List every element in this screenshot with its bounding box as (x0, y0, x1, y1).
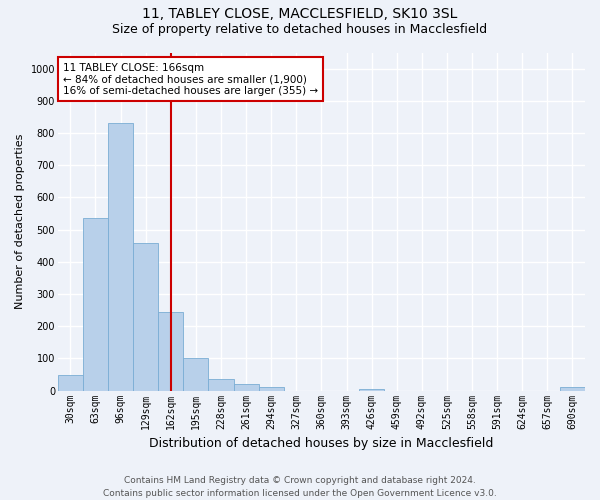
X-axis label: Distribution of detached houses by size in Macclesfield: Distribution of detached houses by size … (149, 437, 494, 450)
Text: Contains HM Land Registry data © Crown copyright and database right 2024.
Contai: Contains HM Land Registry data © Crown c… (103, 476, 497, 498)
Text: 11, TABLEY CLOSE, MACCLESFIELD, SK10 3SL: 11, TABLEY CLOSE, MACCLESFIELD, SK10 3SL (142, 8, 458, 22)
Bar (108, 124, 133, 390)
Bar (359, 389, 384, 390)
Bar (259, 388, 284, 390)
Text: 11 TABLEY CLOSE: 166sqm
← 84% of detached houses are smaller (1,900)
16% of semi: 11 TABLEY CLOSE: 166sqm ← 84% of detache… (63, 62, 318, 96)
Bar (184, 358, 208, 390)
Bar (158, 312, 184, 390)
Bar (83, 218, 108, 390)
Bar (208, 380, 233, 390)
Bar (560, 388, 585, 390)
Bar (233, 384, 259, 390)
Bar (133, 242, 158, 390)
Y-axis label: Number of detached properties: Number of detached properties (15, 134, 25, 310)
Bar (58, 374, 83, 390)
Text: Size of property relative to detached houses in Macclesfield: Size of property relative to detached ho… (112, 22, 488, 36)
